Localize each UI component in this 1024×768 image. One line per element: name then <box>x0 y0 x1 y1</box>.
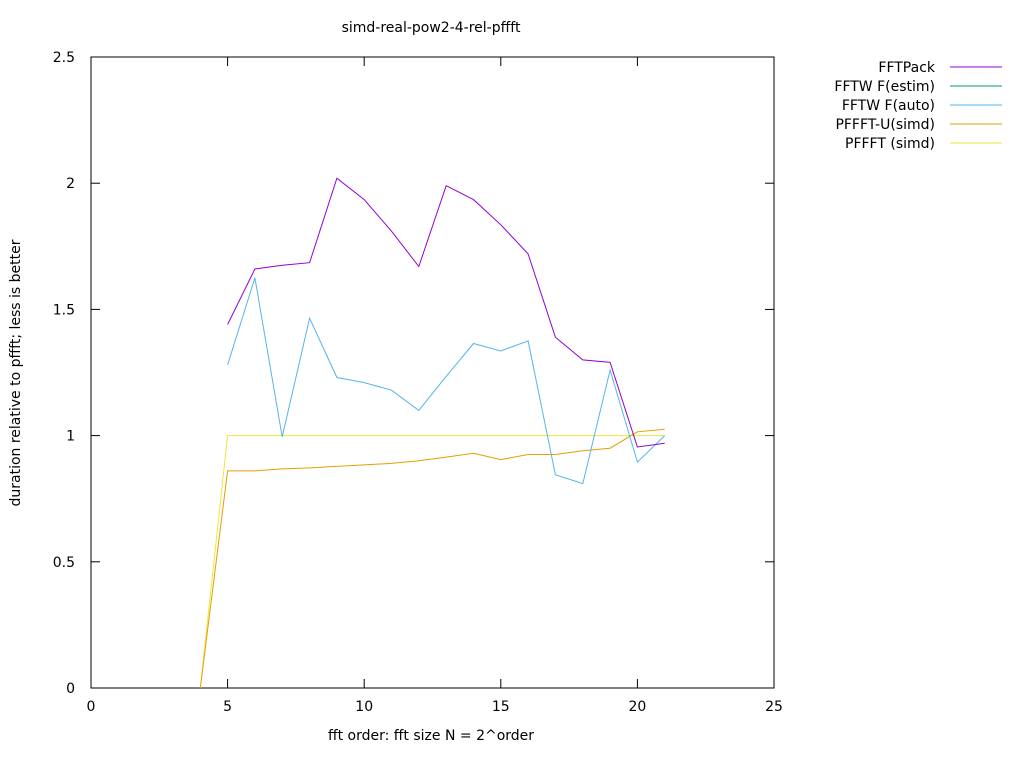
x-tick-label: 20 <box>628 699 646 715</box>
y-axis-label: duration relative to pffft; less is bett… <box>8 239 24 506</box>
y-tick-label: 1 <box>66 429 75 445</box>
series-line-3 <box>199 428 665 689</box>
series-line-0 <box>227 177 665 448</box>
x-tick-label: 5 <box>223 699 232 715</box>
legend: FFTPack FFTW F(estim) FFTW F(auto) PFFFT-U(… <box>834 60 1002 152</box>
chart-title: simd-real-pow2-4-rel-pffft <box>342 20 521 36</box>
y-tick-label: 0 <box>66 681 75 697</box>
x-tick-label: 25 <box>765 699 783 715</box>
x-tick-label: 15 <box>492 699 510 715</box>
legend-label: FFTW F(auto) <box>842 98 935 114</box>
x-tick-label: 10 <box>355 699 373 715</box>
legend-label: FFTPack <box>878 60 936 76</box>
y-tick-label: 1.5 <box>53 302 75 318</box>
series-line-2 <box>227 277 666 485</box>
plot-frame <box>90 56 775 689</box>
axes: 0 5 10 15 20 25 0 0.5 1 1.5 2 2.5 <box>53 50 783 715</box>
x-axis-label: fft order: fft size N = 2^order <box>328 728 534 744</box>
legend-label: FFTW F(estim) <box>834 79 935 95</box>
series-line-4 <box>199 435 665 689</box>
x-tick-label: 0 <box>87 699 96 715</box>
series-layer <box>199 177 666 689</box>
y-tick-label: 2 <box>66 176 75 192</box>
y-tick-label: 2.5 <box>53 50 75 66</box>
legend-label: PFFFT-U(simd) <box>835 117 935 133</box>
y-tick-label: 0.5 <box>53 555 75 571</box>
legend-label: PFFFT (simd) <box>845 136 935 152</box>
